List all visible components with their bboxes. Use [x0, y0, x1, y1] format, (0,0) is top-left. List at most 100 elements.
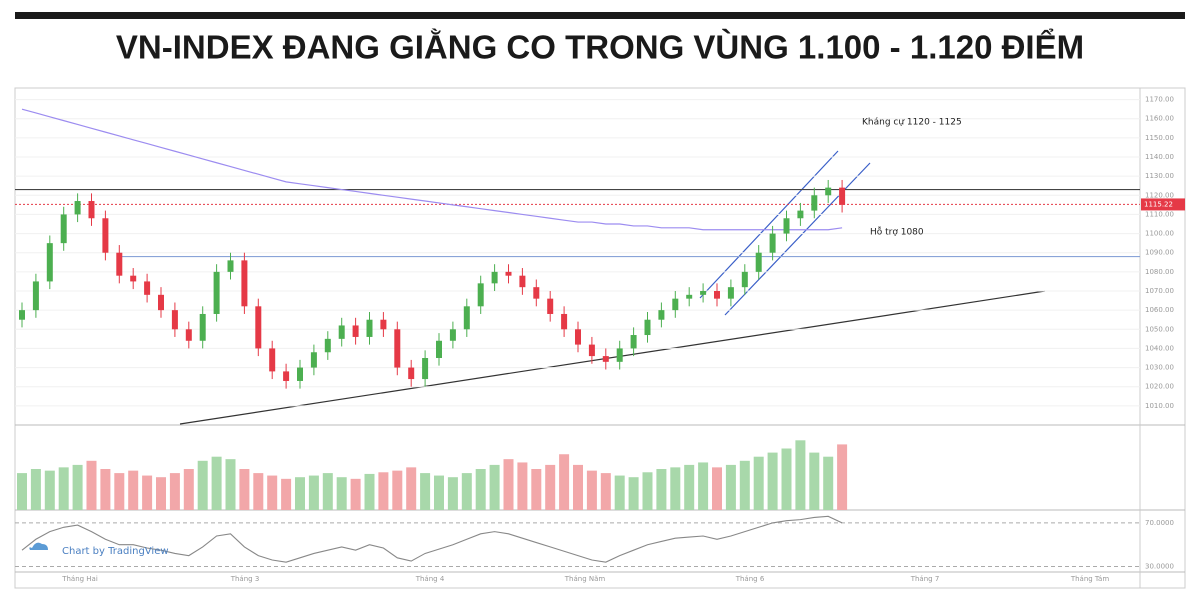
- candle-body: [658, 310, 665, 320]
- candle-body: [741, 271, 748, 288]
- volume-bar: [586, 470, 597, 510]
- volume-bar: [322, 473, 333, 510]
- candle-body: [575, 329, 581, 345]
- candle-body: [46, 243, 53, 282]
- candle-body: [644, 319, 651, 336]
- candle-body: [547, 298, 554, 314]
- candle-body: [338, 325, 345, 339]
- x-tick-label: Tháng 4: [415, 575, 445, 583]
- volume-bar: [197, 460, 208, 510]
- candle-body: [158, 294, 164, 311]
- volume-bar: [267, 475, 278, 510]
- volume-bar: [559, 454, 570, 510]
- volume-bar: [72, 464, 83, 510]
- volume-bar: [670, 467, 681, 510]
- candle-body: [811, 195, 818, 211]
- volume-bar: [58, 467, 69, 510]
- volume-bar: [698, 462, 709, 510]
- candle-body: [324, 338, 331, 353]
- y-tick-label: 1090.00: [1145, 249, 1174, 257]
- y-tick-label: 1120.00: [1145, 191, 1174, 199]
- candle-body: [199, 313, 206, 341]
- volume-bar: [392, 470, 403, 510]
- candle-body: [700, 291, 707, 295]
- candle-body: [130, 275, 137, 282]
- candle-body: [116, 252, 123, 276]
- candle-body: [477, 283, 484, 307]
- volume-bar: [489, 464, 500, 510]
- candle-body: [352, 325, 359, 337]
- x-tick-label: Tháng Tám: [1070, 575, 1110, 583]
- candle-body: [519, 275, 526, 288]
- candle-body: [88, 201, 95, 219]
- candle-body: [839, 187, 846, 205]
- volume-bar: [17, 473, 27, 510]
- volume-bar: [837, 444, 848, 510]
- volume-bar: [461, 473, 472, 510]
- volume-bar: [628, 477, 639, 510]
- y-tick-label: 1160.00: [1145, 115, 1174, 123]
- volume-bar: [600, 473, 611, 510]
- price-tag: [1141, 198, 1185, 211]
- candle-body: [213, 271, 220, 314]
- volume-bar: [336, 477, 347, 510]
- candle-body: [588, 344, 595, 357]
- volume-bar: [795, 440, 806, 510]
- y-tick-label: 1100.00: [1145, 230, 1174, 238]
- candle-body: [380, 319, 387, 330]
- tradingview-logo: [29, 542, 48, 550]
- candle-body: [630, 335, 637, 349]
- candle-body: [185, 329, 192, 341]
- candle-body: [74, 201, 81, 215]
- candle-body: [727, 287, 734, 299]
- y-tick-label: 1020.00: [1145, 383, 1174, 391]
- y-tick-label: 1060.00: [1145, 306, 1174, 314]
- volume-bar: [30, 469, 41, 510]
- chart-title: VN-INDEX ĐANG GIẰNG CO TRONG VÙNG 1.100 …: [116, 29, 1084, 66]
- volume-bar: [739, 460, 750, 510]
- trend-line: [179, 290, 1046, 425]
- volume-bar: [809, 452, 820, 510]
- channel-line: [724, 162, 871, 316]
- annotation: Kháng cự 1120 - 1125: [862, 118, 962, 128]
- volume-bar: [100, 469, 111, 510]
- channel-line: [699, 150, 839, 299]
- volume-bar: [642, 472, 653, 510]
- volume-bar: [406, 467, 417, 510]
- volume-bar: [211, 456, 222, 510]
- volume-bar: [308, 475, 319, 510]
- candle-body: [602, 356, 609, 362]
- volume-bar: [573, 464, 583, 510]
- candle-body: [616, 348, 623, 362]
- candle-body: [783, 218, 790, 234]
- candle-body: [171, 310, 178, 330]
- volume-bar: [239, 469, 250, 510]
- x-tick-label: Tháng Hai: [61, 575, 98, 583]
- volume-bar: [128, 470, 139, 510]
- volume-bar: [420, 473, 431, 510]
- candle-body: [686, 294, 693, 299]
- volume-bar: [350, 478, 361, 510]
- candle-body: [394, 329, 401, 368]
- y-tick-label: 1070.00: [1145, 287, 1174, 295]
- candle-body: [672, 298, 679, 311]
- y-tick-label: 1130.00: [1145, 172, 1174, 180]
- candle-body: [408, 367, 415, 380]
- y-tick-label: 1150.00: [1145, 134, 1174, 142]
- volume-bar: [767, 452, 778, 510]
- rsi-tick-label: 70.0000: [1145, 519, 1174, 527]
- y-tick-label: 1140.00: [1145, 153, 1174, 161]
- volume-bar: [281, 478, 292, 510]
- volume-bar: [86, 460, 97, 510]
- candle-body: [310, 352, 317, 368]
- candle-body: [769, 233, 776, 253]
- volume-bar: [614, 475, 625, 510]
- candle-body: [269, 348, 276, 372]
- chart-frame: [14, 87, 1186, 589]
- candle-body: [366, 319, 373, 337]
- annotation: Hỗ trợ 1080: [870, 227, 924, 238]
- volume-bar: [183, 469, 194, 510]
- y-tick-label: 1170.00: [1145, 96, 1174, 104]
- candle-body: [422, 358, 429, 380]
- candle-body: [561, 313, 568, 330]
